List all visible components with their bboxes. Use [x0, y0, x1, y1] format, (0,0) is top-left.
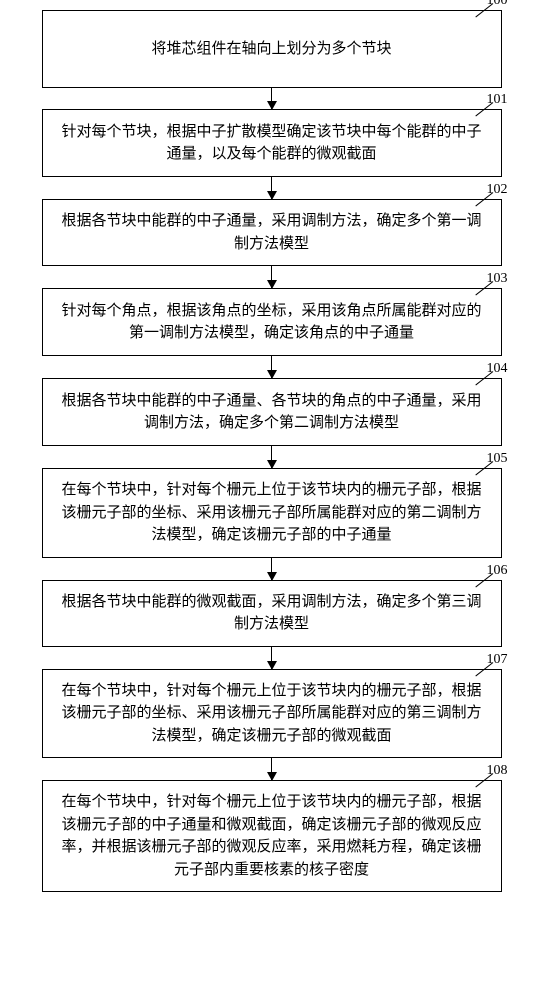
step-label: 100: [487, 0, 508, 9]
flow-step-106: 106根据各节块中能群的微观截面，采用调制方法，确定多个第三调制方法模型: [42, 580, 502, 647]
flowchart-container: 100将堆芯组件在轴向上划分为多个节块101针对每个节块，根据中子扩散模型确定该…: [0, 0, 543, 902]
flow-arrow: [271, 647, 273, 669]
flow-arrow: [271, 356, 273, 378]
step-label: 102: [487, 182, 508, 198]
flow-step-104: 104根据各节块中能群的中子通量、各节块的角点的中子通量，采用调制方法，确定多个…: [42, 378, 502, 446]
flow-step-102: 102根据各节块中能群的中子通量，采用调制方法，确定多个第一调制方法模型: [42, 199, 502, 266]
step-label: 105: [487, 451, 508, 467]
step-label: 107: [487, 652, 508, 668]
flow-step-105: 105在每个节块中，针对每个栅元上位于该节块内的栅元子部，根据该栅元子部的坐标、…: [42, 468, 502, 558]
step-text: 在每个节块中，针对每个栅元上位于该节块内的栅元子部，根据该栅元子部的坐标、采用该…: [55, 479, 489, 547]
flow-arrow: [271, 446, 273, 468]
step-text: 根据各节块中能群的中子通量、各节块的角点的中子通量，采用调制方法，确定多个第二调…: [55, 390, 489, 435]
flow-arrow: [271, 88, 273, 109]
step-label: 101: [487, 92, 508, 108]
flow-arrow: [271, 558, 273, 580]
step-text: 针对每个节块，根据中子扩散模型确定该节块中每个能群的中子通量，以及每个能群的微观…: [55, 121, 489, 166]
flow-step-107: 107在每个节块中，针对每个栅元上位于该节块内的栅元子部，根据该栅元子部的坐标、…: [42, 669, 502, 759]
step-label: 104: [487, 361, 508, 377]
flow-step-101: 101针对每个节块，根据中子扩散模型确定该节块中每个能群的中子通量，以及每个能群…: [42, 109, 502, 177]
flow-arrow: [271, 177, 273, 199]
step-text: 在每个节块中，针对每个栅元上位于该节块内的栅元子部，根据该栅元子部的中子通量和微…: [55, 791, 489, 881]
step-text: 根据各节块中能群的微观截面，采用调制方法，确定多个第三调制方法模型: [55, 591, 489, 636]
step-text: 在每个节块中，针对每个栅元上位于该节块内的栅元子部，根据该栅元子部的坐标、采用该…: [55, 680, 489, 748]
step-label: 108: [487, 763, 508, 779]
flow-arrow: [271, 266, 273, 288]
flow-arrow: [271, 758, 273, 780]
step-text: 针对每个角点，根据该角点的坐标，采用该角点所属能群对应的第一调制方法模型，确定该…: [55, 300, 489, 345]
flow-step-108: 108在每个节块中，针对每个栅元上位于该节块内的栅元子部，根据该栅元子部的中子通…: [42, 780, 502, 892]
flow-step-100: 100将堆芯组件在轴向上划分为多个节块: [42, 10, 502, 88]
step-label: 103: [487, 271, 508, 287]
flow-step-103: 103针对每个角点，根据该角点的坐标，采用该角点所属能群对应的第一调制方法模型，…: [42, 288, 502, 356]
step-text: 将堆芯组件在轴向上划分为多个节块: [151, 38, 391, 61]
step-label: 106: [487, 563, 508, 579]
step-text: 根据各节块中能群的中子通量，采用调制方法，确定多个第一调制方法模型: [55, 210, 489, 255]
